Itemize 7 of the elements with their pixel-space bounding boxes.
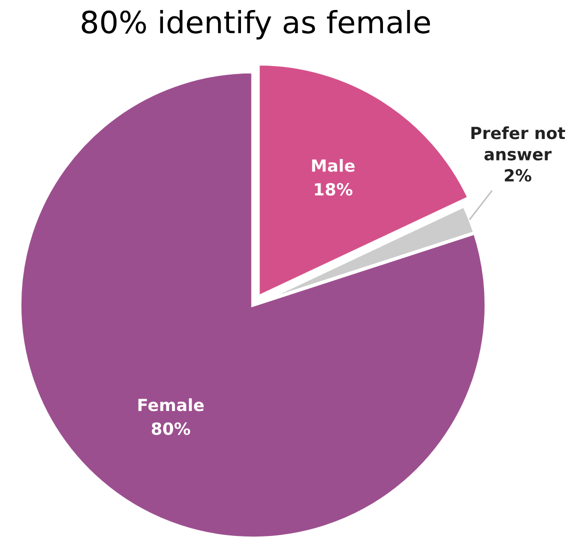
slice-label: Prefer not answer	[471, 126, 566, 160]
slice-label: Female	[138, 398, 204, 412]
chart-title: 80% identify as female	[82, 10, 430, 40]
data-label: 2%	[504, 169, 532, 182]
slice-label: Male	[312, 158, 355, 172]
data-label: 18%	[314, 183, 352, 196]
data-label: 80%	[152, 422, 190, 435]
